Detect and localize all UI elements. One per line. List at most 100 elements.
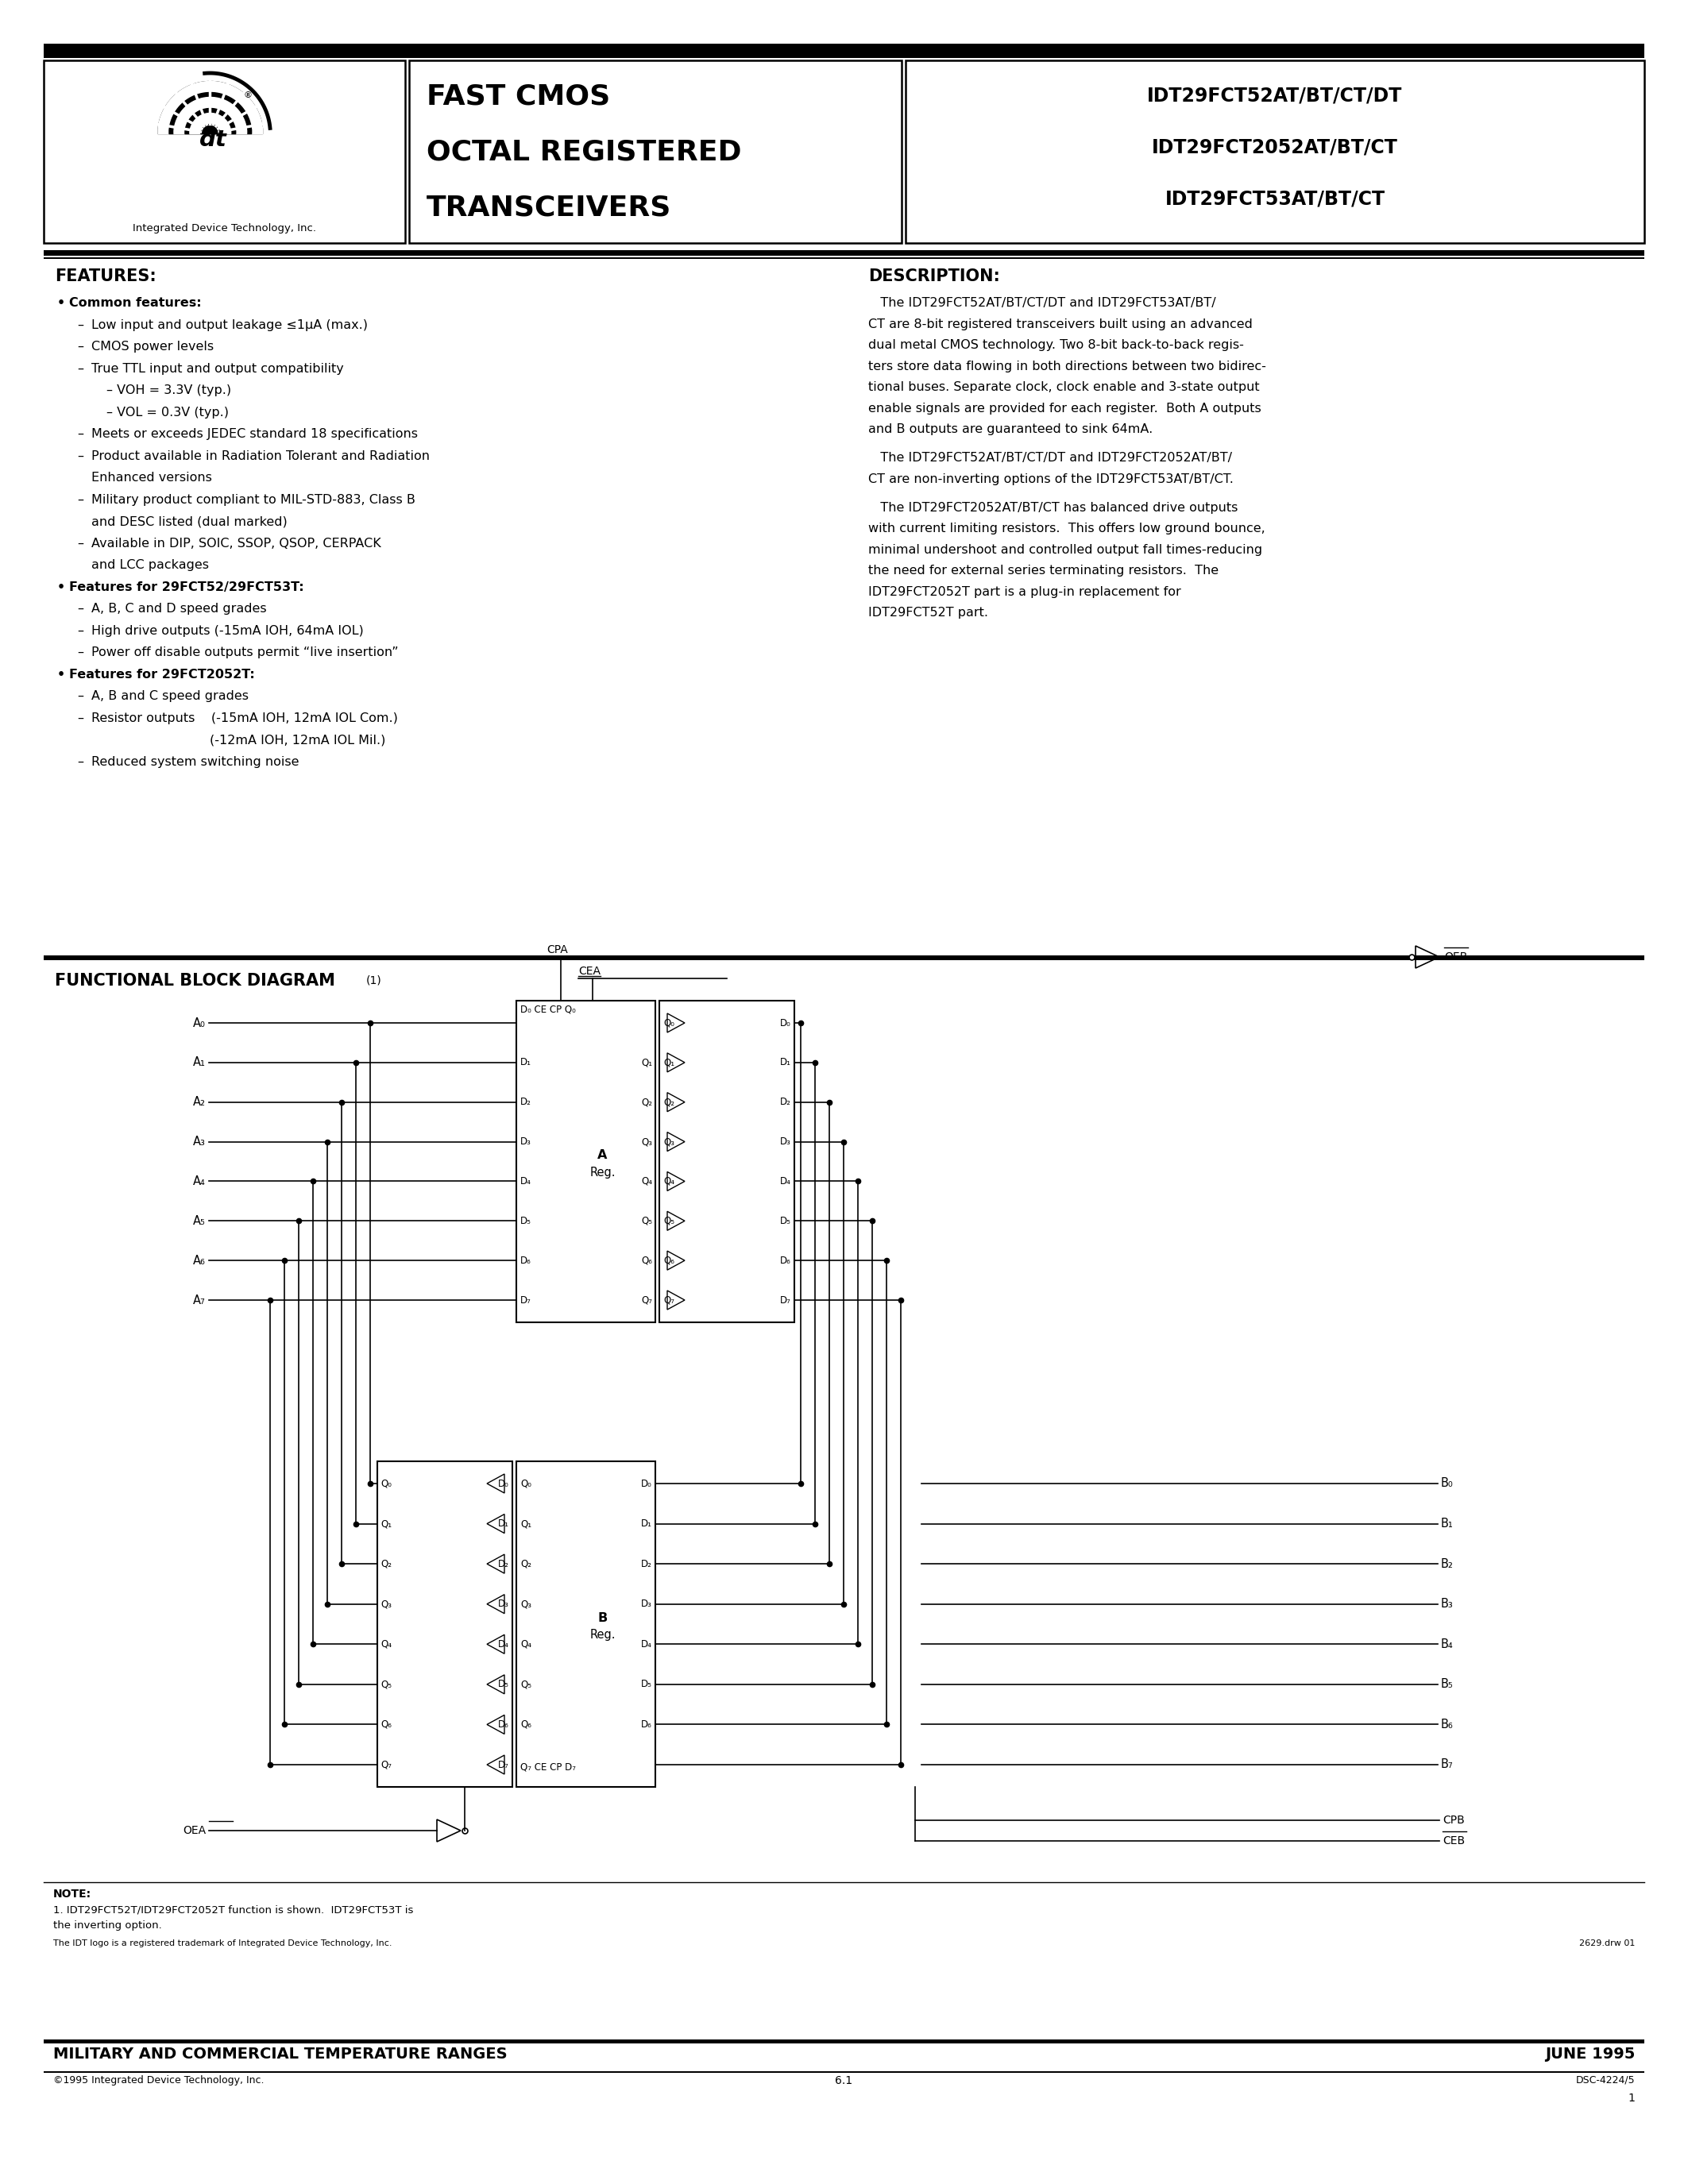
Text: –: – (78, 625, 83, 636)
Text: Q₇ CE CP D₇: Q₇ CE CP D₇ (520, 1762, 576, 1771)
Text: D₁: D₁ (498, 1518, 510, 1529)
Text: IDT29FCT2052T part is a plug-in replacement for: IDT29FCT2052T part is a plug-in replacem… (868, 585, 1182, 598)
Text: the inverting option.: the inverting option. (54, 1920, 162, 1931)
Text: Military product compliant to MIL-STD-883, Class B: Military product compliant to MIL-STD-88… (91, 494, 415, 505)
Bar (660, 1000, 795, 1321)
Text: D₅: D₅ (498, 1679, 510, 1690)
Bar (44, 954, 1644, 961)
Text: MILITARY AND COMMERCIAL TEMPERATURE RANGES: MILITARY AND COMMERCIAL TEMPERATURE RANG… (54, 2046, 508, 2062)
Text: –: – (78, 319, 83, 330)
Text: A₁: A₁ (192, 1057, 206, 1068)
Text: Q₃: Q₃ (380, 1599, 392, 1610)
Text: 2629.drw 01: 2629.drw 01 (1578, 1939, 1634, 1948)
Text: 6.1: 6.1 (836, 2075, 852, 2086)
Text: Q₂: Q₂ (520, 1559, 532, 1568)
Text: –: – (78, 494, 83, 505)
Text: •: • (57, 581, 66, 592)
Text: CEB: CEB (1443, 1835, 1465, 1845)
Text: The IDT29FCT52AT/BT/CT/DT and IDT29FCT2052AT/BT/: The IDT29FCT52AT/BT/CT/DT and IDT29FCT20… (868, 452, 1232, 463)
Text: True TTL input and output compatibility: True TTL input and output compatibility (91, 363, 344, 373)
Text: Q₆: Q₆ (520, 1719, 532, 1730)
Text: CPB: CPB (1443, 1815, 1465, 1826)
Text: D₅: D₅ (641, 1679, 652, 1690)
Text: Q₃: Q₃ (663, 1136, 675, 1147)
Text: tional buses. Separate clock, clock enable and 3-state output: tional buses. Separate clock, clock enab… (868, 382, 1259, 393)
Text: B: B (598, 1612, 608, 1623)
Text: –: – (78, 690, 83, 701)
Text: Q₄: Q₄ (380, 1638, 392, 1649)
Text: IDT29FCT52T part.: IDT29FCT52T part. (868, 607, 987, 618)
Text: Q₂: Q₂ (380, 1559, 392, 1568)
Text: D₇: D₇ (780, 1295, 792, 1306)
Text: ters store data flowing in both directions between two bidirec-: ters store data flowing in both directio… (868, 360, 1266, 371)
Text: D₆: D₆ (641, 1719, 652, 1730)
Text: FEATURES:: FEATURES: (54, 269, 157, 284)
Text: Q₇: Q₇ (663, 1295, 675, 1306)
Text: Q₀: Q₀ (663, 1018, 674, 1029)
Text: –: – (78, 450, 83, 461)
Text: –: – (78, 537, 83, 548)
Text: –: – (78, 341, 83, 352)
Text: D₂: D₂ (780, 1096, 792, 1107)
Text: Low input and output leakage ≤1μA (max.): Low input and output leakage ≤1μA (max.) (91, 319, 368, 330)
Text: JUNE 1995: JUNE 1995 (1545, 2046, 1634, 2062)
Bar (44, 61, 405, 242)
Text: A: A (598, 1149, 608, 1162)
Text: (1): (1) (366, 974, 381, 985)
Text: –: – (78, 756, 83, 767)
Bar (517, 1461, 655, 1787)
Text: Q₂: Q₂ (641, 1096, 652, 1107)
Text: Q₆: Q₆ (663, 1256, 674, 1267)
Text: D₃: D₃ (780, 1136, 792, 1147)
Text: A₄: A₄ (192, 1175, 206, 1188)
Bar (517, 1000, 655, 1321)
Text: The IDT29FCT52AT/BT/CT/DT and IDT29FCT53AT/BT/: The IDT29FCT52AT/BT/CT/DT and IDT29FCT53… (868, 297, 1215, 308)
Text: A₀: A₀ (192, 1018, 206, 1029)
Text: Q₄: Q₄ (641, 1177, 652, 1186)
Text: D₇: D₇ (498, 1760, 510, 1769)
Text: D₄: D₄ (498, 1638, 510, 1649)
Text: D₀: D₀ (498, 1479, 510, 1489)
Text: 1: 1 (1627, 2092, 1634, 2103)
Text: the need for external series terminating resistors.  The: the need for external series terminating… (868, 566, 1219, 577)
Text: D₆: D₆ (520, 1256, 532, 1267)
Text: –: – (78, 363, 83, 373)
Text: D₁: D₁ (520, 1057, 532, 1068)
Text: High drive outputs (-15mA IOH, 64mA IOL): High drive outputs (-15mA IOH, 64mA IOL) (91, 625, 363, 636)
Text: Q₅: Q₅ (520, 1679, 532, 1690)
Text: Power off disable outputs permit “live insertion”: Power off disable outputs permit “live i… (91, 646, 398, 657)
Text: enable signals are provided for each register.  Both A outputs: enable signals are provided for each reg… (868, 402, 1261, 415)
Text: –: – (78, 712, 83, 723)
Text: FUNCTIONAL BLOCK DIAGRAM: FUNCTIONAL BLOCK DIAGRAM (54, 972, 336, 989)
Text: Q₁: Q₁ (380, 1518, 392, 1529)
Text: Common features:: Common features: (69, 297, 201, 308)
Text: Q₄: Q₄ (663, 1177, 675, 1186)
Text: IDT29FCT53AT/BT/CT: IDT29FCT53AT/BT/CT (1165, 190, 1384, 207)
Text: A₅: A₅ (192, 1214, 206, 1227)
Text: Product available in Radiation Tolerant and Radiation: Product available in Radiation Tolerant … (91, 450, 430, 461)
Text: NOTE:: NOTE: (54, 1889, 91, 1900)
Text: Meets or exceeds JEDEC standard 18 specifications: Meets or exceeds JEDEC standard 18 speci… (91, 428, 419, 439)
Text: Reg.: Reg. (589, 1629, 616, 1640)
Text: B₂: B₂ (1442, 1557, 1453, 1570)
Text: (-12mA IOH, 12mA IOL Mil.): (-12mA IOH, 12mA IOL Mil.) (209, 734, 385, 745)
Text: Q₇: Q₇ (641, 1295, 652, 1306)
Text: D₄: D₄ (641, 1638, 652, 1649)
Text: and DESC listed (dual marked): and DESC listed (dual marked) (91, 515, 287, 526)
Text: OEB: OEB (1445, 952, 1467, 963)
Bar (378, 1461, 513, 1787)
Text: CT are 8-bit registered transceivers built using an advanced: CT are 8-bit registered transceivers bui… (868, 319, 1252, 330)
Text: OEA: OEA (182, 1826, 206, 1837)
Text: CMOS power levels: CMOS power levels (91, 341, 214, 352)
Text: D₆: D₆ (498, 1719, 510, 1730)
Text: Q₆: Q₆ (380, 1719, 392, 1730)
Text: – VOH = 3.3V (typ.): – VOH = 3.3V (typ.) (106, 384, 231, 395)
Text: FAST CMOS: FAST CMOS (427, 83, 611, 109)
Text: D₄: D₄ (780, 1177, 792, 1186)
Text: DESCRIPTION:: DESCRIPTION: (868, 269, 999, 284)
Text: ®: ® (243, 92, 252, 100)
Text: Integrated Device Technology, Inc.: Integrated Device Technology, Inc. (133, 223, 316, 234)
Text: Q₁: Q₁ (520, 1518, 532, 1529)
Text: and LCC packages: and LCC packages (91, 559, 209, 570)
Text: D₁: D₁ (641, 1518, 652, 1529)
